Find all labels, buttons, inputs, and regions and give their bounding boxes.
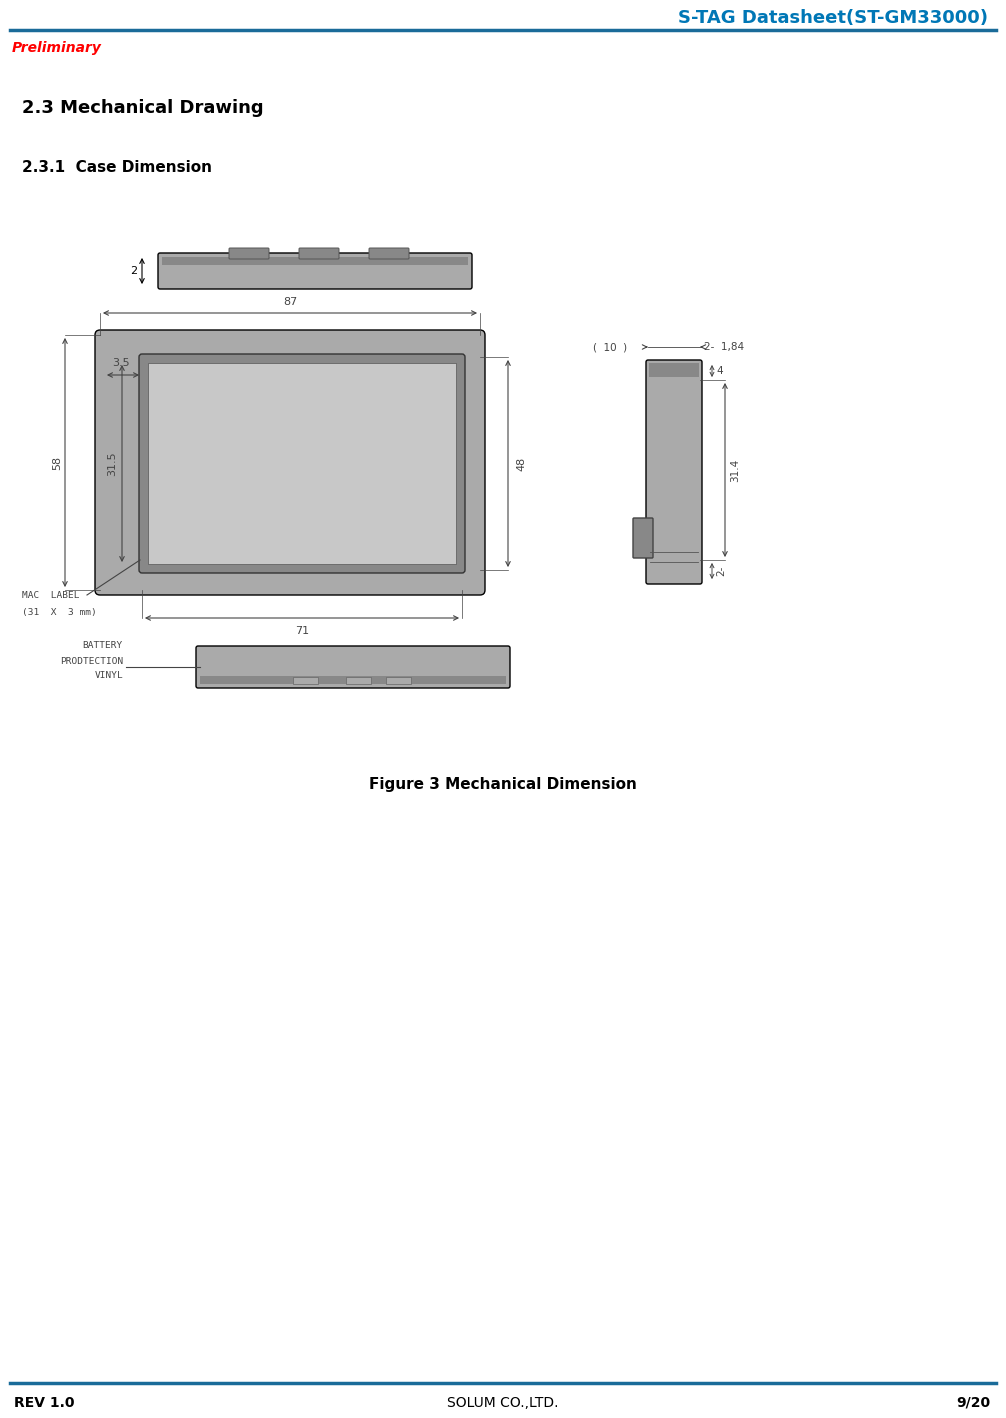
Text: Preliminary: Preliminary bbox=[12, 41, 102, 55]
Text: 2: 2 bbox=[130, 267, 137, 277]
Text: 2.3.1  Case Dimension: 2.3.1 Case Dimension bbox=[22, 160, 212, 176]
Text: MAC  LABEL: MAC LABEL bbox=[22, 590, 79, 600]
Bar bbox=[293, 676, 318, 683]
FancyBboxPatch shape bbox=[369, 248, 409, 259]
Text: 3.5: 3.5 bbox=[113, 357, 130, 369]
Text: 58: 58 bbox=[52, 455, 62, 469]
Text: 48: 48 bbox=[516, 457, 526, 471]
Text: 71: 71 bbox=[295, 625, 309, 637]
Text: 9/20: 9/20 bbox=[956, 1395, 990, 1409]
Text: REV 1.0: REV 1.0 bbox=[14, 1395, 74, 1409]
FancyBboxPatch shape bbox=[633, 518, 653, 559]
Text: (31  X  3 mm): (31 X 3 mm) bbox=[22, 607, 97, 617]
Bar bbox=[200, 676, 506, 683]
FancyBboxPatch shape bbox=[196, 647, 510, 688]
Text: VINYL: VINYL bbox=[95, 672, 123, 681]
Bar bbox=[386, 676, 411, 683]
Text: 31.4: 31.4 bbox=[730, 458, 740, 482]
FancyBboxPatch shape bbox=[299, 248, 339, 259]
Text: 87: 87 bbox=[283, 296, 297, 308]
Text: 2-: 2- bbox=[716, 566, 726, 576]
Bar bbox=[649, 363, 699, 377]
Text: Figure 3 Mechanical Dimension: Figure 3 Mechanical Dimension bbox=[369, 777, 637, 793]
Text: 2.3 Mechanical Drawing: 2.3 Mechanical Drawing bbox=[22, 99, 264, 118]
FancyBboxPatch shape bbox=[229, 248, 269, 259]
FancyBboxPatch shape bbox=[158, 252, 472, 289]
Text: 4: 4 bbox=[716, 366, 722, 376]
Bar bbox=[162, 257, 468, 265]
Text: PRODTECTION: PRODTECTION bbox=[59, 657, 123, 665]
FancyBboxPatch shape bbox=[646, 360, 702, 584]
Text: S-TAG Datasheet(ST-GM33000): S-TAG Datasheet(ST-GM33000) bbox=[678, 9, 988, 27]
Text: 31.5: 31.5 bbox=[107, 451, 117, 476]
Text: BATTERY: BATTERY bbox=[82, 641, 123, 651]
FancyBboxPatch shape bbox=[95, 330, 485, 596]
FancyBboxPatch shape bbox=[139, 354, 465, 573]
Bar bbox=[346, 676, 371, 683]
Text: 2-  1,84: 2- 1,84 bbox=[704, 342, 744, 352]
Text: (  10  ): ( 10 ) bbox=[593, 342, 627, 352]
Bar bbox=[148, 363, 456, 564]
Text: SOLUM CO.,LTD.: SOLUM CO.,LTD. bbox=[448, 1395, 558, 1409]
